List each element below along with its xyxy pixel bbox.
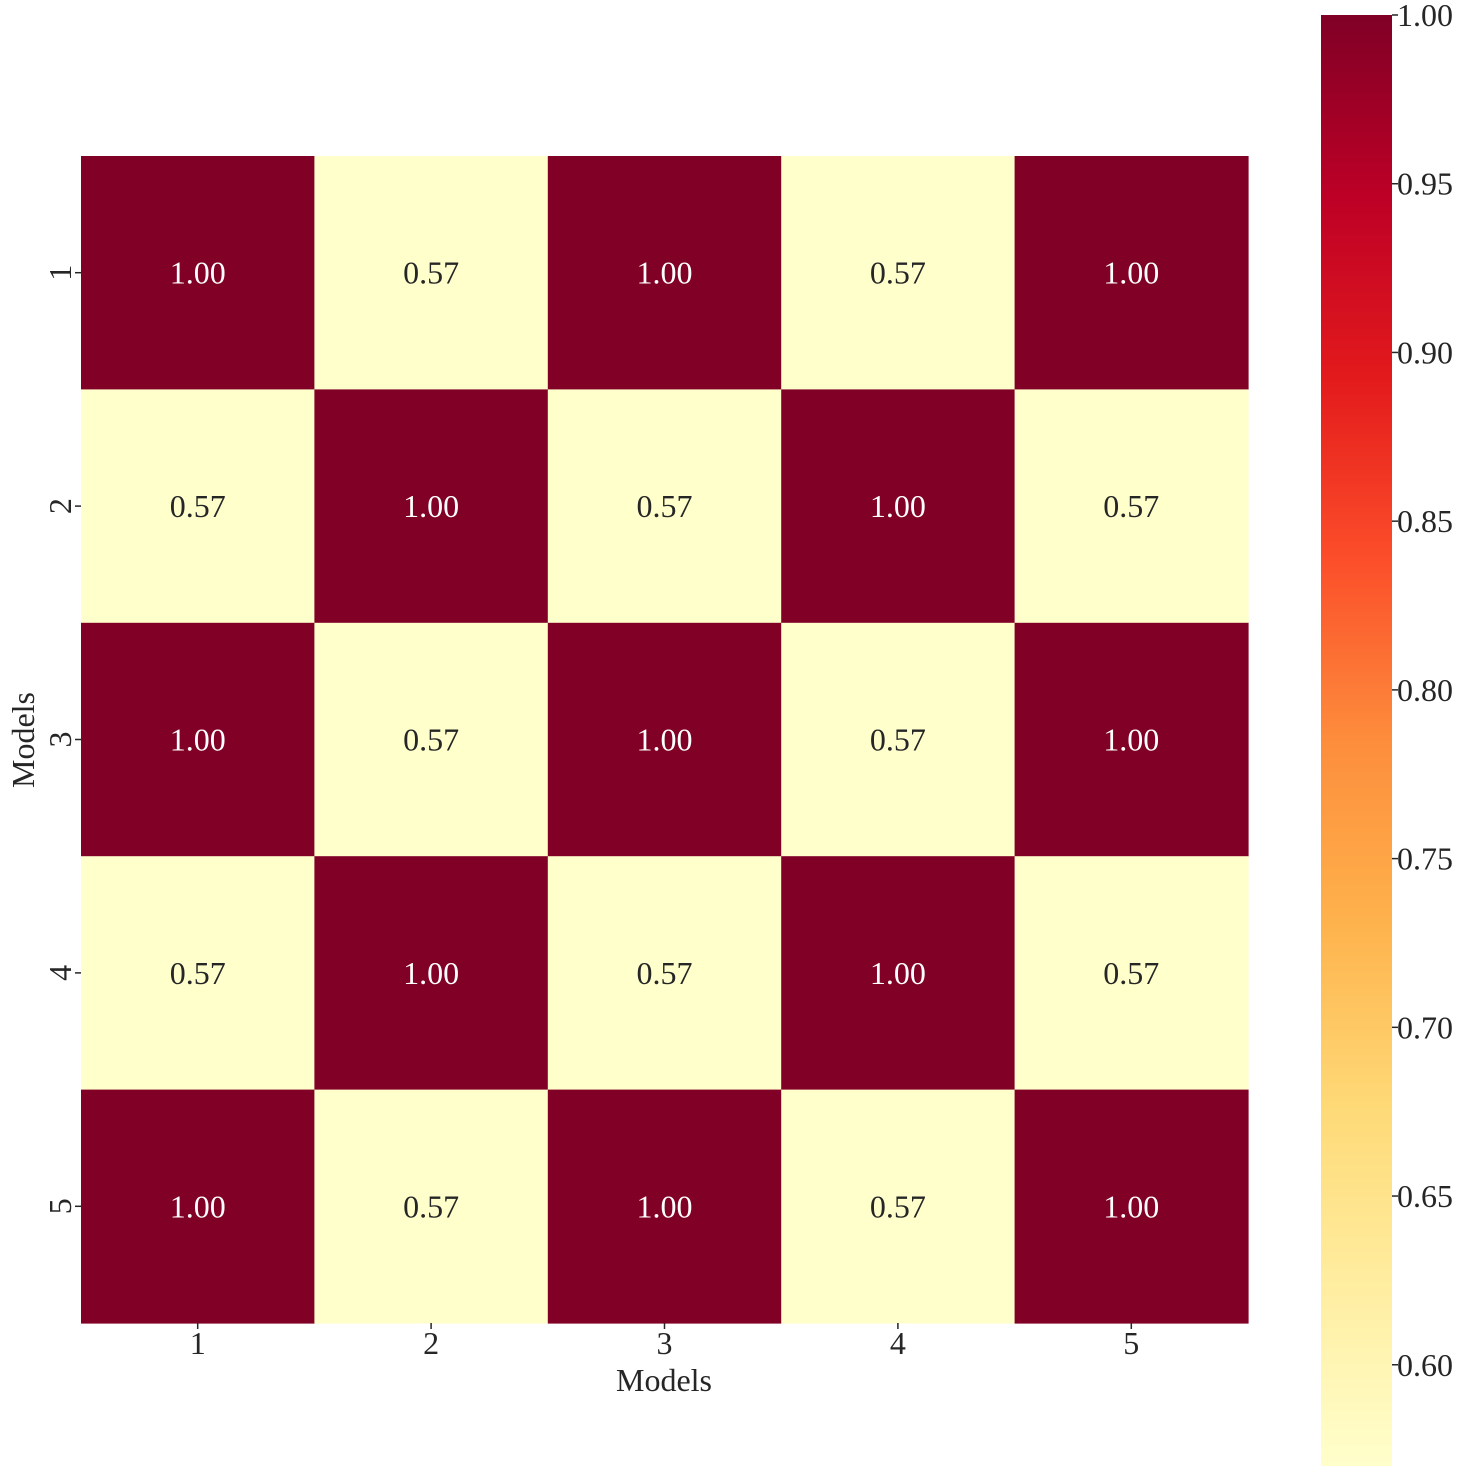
colorbar-tick-label: 0.70 <box>1397 1009 1453 1045</box>
cell-value-label: 0.57 <box>403 255 459 291</box>
cell-value-label: 0.57 <box>870 1188 926 1224</box>
heatmap-cell-r1-c4 <box>781 156 1016 390</box>
colorbar-tick-label: 0.95 <box>1397 166 1453 202</box>
heatmap-cell-r3-c5 <box>1014 622 1249 857</box>
heatmap-cell-r3-c1 <box>81 622 315 857</box>
heatmap-cell-r3-c2 <box>314 622 549 857</box>
cell-value-label: 0.57 <box>170 955 226 991</box>
colorbar-gradient <box>1321 15 1392 1466</box>
cell-value-label: 0.57 <box>637 955 693 991</box>
y-tick-label: 5 <box>42 1198 78 1214</box>
cell-value-label: 0.57 <box>870 722 926 758</box>
heatmap-cell-r2-c2 <box>314 389 549 624</box>
heatmap-cells: 1.00 0.57 1.00 0.57 1.00 0.57 1.00 0.57 1.00 0.57… <box>81 156 1249 1324</box>
cell-value-label: 1.00 <box>1103 722 1159 758</box>
colorbar-ticks: 0.60 0.65 0.70 0.75 0.80 0.85 0.90 0.95 1.00 <box>1392 0 1453 1383</box>
heatmap-cell-r3-c3 <box>547 622 782 857</box>
colorbar-tick-label: 0.80 <box>1397 672 1453 708</box>
cell-value-label: 1.00 <box>1103 1188 1159 1224</box>
colorbar-tick-label: 0.65 <box>1397 1178 1453 1214</box>
heatmap-cell-r2-c3 <box>547 389 782 624</box>
cell-value-label: 1.00 <box>403 488 459 524</box>
heatmap-cell-r4-c5 <box>1014 856 1249 1091</box>
heatmap-cell-r5-c3 <box>547 1089 782 1324</box>
heatmap-cell-r4-c3 <box>547 856 782 1091</box>
colorbar: 0.60 0.65 0.70 0.75 0.80 0.85 0.90 0.95 1.00 <box>1321 0 1453 1466</box>
heatmap-cell-r5-c4 <box>781 1089 1016 1324</box>
cell-value-label: 1.00 <box>170 1188 226 1224</box>
heatmap-cell-r3-c4 <box>781 622 1016 857</box>
heatmap-cell-r5-c5 <box>1014 1089 1249 1324</box>
cell-value-label: 1.00 <box>170 722 226 758</box>
cell-value-label: 1.00 <box>170 255 226 291</box>
y-tick-label: 3 <box>42 732 78 748</box>
y-tick-label: 2 <box>42 498 78 514</box>
cell-value-label: 1.00 <box>637 722 693 758</box>
heatmap-cell-r1-c3 <box>547 156 782 390</box>
cell-value-label: 1.00 <box>870 488 926 524</box>
x-tick-label: 4 <box>890 1325 906 1361</box>
heatmap-cell-r1-c1 <box>81 156 315 390</box>
colorbar-tick-label: 0.60 <box>1397 1347 1453 1383</box>
x-axis-ticks: 1 2 3 4 5 <box>190 1323 1139 1361</box>
colorbar-tick-label: 0.85 <box>1397 503 1453 539</box>
heatmap-cell-r5-c2 <box>314 1089 549 1324</box>
x-tick-label: 5 <box>1123 1325 1139 1361</box>
cell-value-label: 0.57 <box>637 488 693 524</box>
heatmap-cell-r2-c4 <box>781 389 1016 624</box>
y-tick-label: 1 <box>42 265 78 281</box>
heatmap-cell-r1-c5 <box>1014 156 1249 390</box>
cell-value-label: 1.00 <box>1103 255 1159 291</box>
heatmap-cell-r2-c1 <box>81 389 315 624</box>
cell-value-label: 1.00 <box>403 955 459 991</box>
y-tick-label: 4 <box>42 965 78 981</box>
cell-value-label: 1.00 <box>870 955 926 991</box>
x-tick-label: 1 <box>190 1325 206 1361</box>
colorbar-tick-label: 0.90 <box>1397 334 1453 370</box>
heatmap-cell-r4-c1 <box>81 856 315 1091</box>
heatmap-cell-r4-c2 <box>314 856 549 1091</box>
heatmap-cell-r5-c1 <box>81 1089 315 1324</box>
x-axis-label: Models <box>616 1362 712 1398</box>
y-axis-label: Models <box>5 692 41 788</box>
heatmap-cell-r1-c2 <box>314 156 549 390</box>
colorbar-tick-label: 1.00 <box>1397 0 1453 33</box>
heatmap-cell-r2-c5 <box>1014 389 1249 624</box>
cell-value-label: 0.57 <box>403 1188 459 1224</box>
y-axis-ticks: 1 2 3 4 5 <box>42 265 81 1214</box>
cell-value-label: 0.57 <box>1103 955 1159 991</box>
heatmap-cell-r4-c4 <box>781 856 1016 1091</box>
cell-value-label: 0.57 <box>170 488 226 524</box>
x-tick-label: 2 <box>423 1325 439 1361</box>
colorbar-tick-label: 0.75 <box>1397 841 1453 877</box>
cell-value-label: 0.57 <box>403 722 459 758</box>
x-tick-label: 3 <box>657 1325 673 1361</box>
cell-value-label: 0.57 <box>1103 488 1159 524</box>
cell-value-label: 0.57 <box>870 255 926 291</box>
cell-value-label: 1.00 <box>637 1188 693 1224</box>
cell-value-label: 1.00 <box>637 255 693 291</box>
